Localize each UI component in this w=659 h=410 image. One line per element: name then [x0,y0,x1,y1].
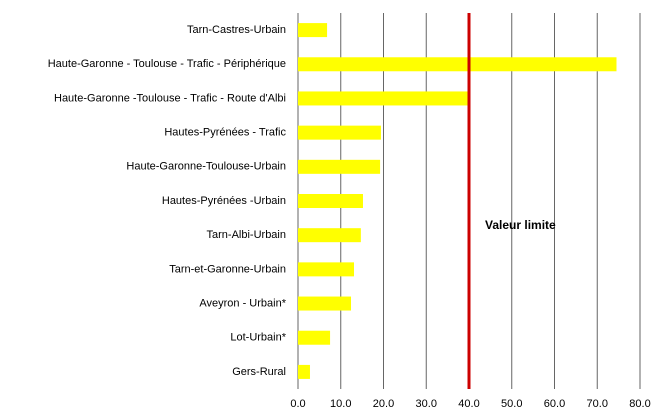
y-tick-label: Haute-Garonne - Toulouse - Trafic - Péri… [48,58,286,70]
y-tick-label: Hautes-Pyrénées -Urbain [162,195,286,207]
bar [298,330,331,345]
y-tick-label: Tarn-Castres-Urbain [187,24,286,36]
bar [298,159,381,174]
y-tick-label: Gers-Rural [232,366,286,378]
bar [298,57,617,72]
x-tick-label: 20.0 [373,398,394,410]
y-tick-label: Tarn-et-Garonne-Urbain [169,263,286,275]
x-tick-label: 60.0 [544,398,565,410]
bar [298,194,363,208]
bar [298,364,310,379]
bar [298,228,361,243]
x-tick-label: 80.0 [629,398,650,410]
bar [298,125,381,140]
x-tick-label: 70.0 [587,398,608,410]
y-tick-label: Aveyron - Urbain* [199,297,286,309]
y-tick-label: Haute-Garonne -Toulouse - Trafic - Route… [54,92,286,104]
bar [298,23,328,38]
x-tick-label: 30.0 [416,398,437,410]
bar [298,91,469,106]
x-tick-label: 0.0 [290,398,305,410]
x-tick-label: 50.0 [501,398,522,410]
y-tick-label: Hautes-Pyrénées - Trafic [164,127,286,139]
x-tick-label: 40.0 [458,398,479,410]
y-tick-label: Haute-Garonne-Toulouse-Urbain [126,161,286,173]
reference-label: Valeur limite [485,218,556,232]
y-tick-label: Lot-Urbain* [230,332,286,344]
bar [298,262,355,277]
y-tick-label: Tarn-Albi-Urbain [207,229,286,241]
bar [298,296,352,311]
x-tick-label: 10.0 [330,398,351,410]
